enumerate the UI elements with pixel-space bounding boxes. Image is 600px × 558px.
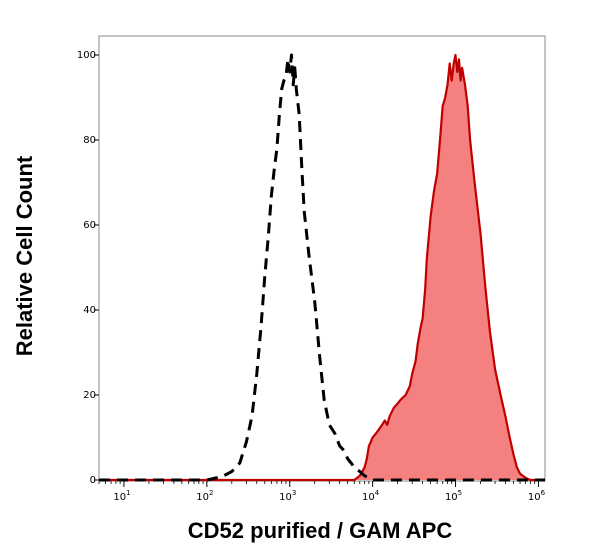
- x-axis: 101 102 103 104 105 106: [98, 481, 546, 503]
- series-0-line: [99, 53, 545, 482]
- y-axis-title: Relative Cell Count: [12, 155, 37, 356]
- x-tick-label-2: 103: [279, 489, 296, 503]
- x-tick-label-5: 106: [528, 489, 546, 503]
- y-tick-label-0: 0: [90, 475, 96, 486]
- x-tick-label-4: 105: [445, 489, 462, 503]
- y-tick-label-5: 100: [77, 50, 96, 61]
- x-tick-label-1: 102: [196, 489, 213, 503]
- series-1-fill: [99, 55, 545, 480]
- y-tick-label-1: 20: [83, 390, 96, 401]
- series-1-line: [99, 53, 545, 482]
- x-axis-title: CD52 purified / GAM APC: [188, 518, 453, 543]
- series-layer: [99, 53, 545, 482]
- y-tick-label-2: 40: [83, 305, 96, 316]
- x-tick-label-0: 101: [113, 489, 130, 503]
- y-tick-label-4: 80: [83, 135, 96, 146]
- x-tick-label-3: 104: [362, 489, 380, 503]
- y-tick-label-3: 60: [83, 220, 96, 231]
- y-axis: 0 20 40 60 80 100: [77, 50, 99, 486]
